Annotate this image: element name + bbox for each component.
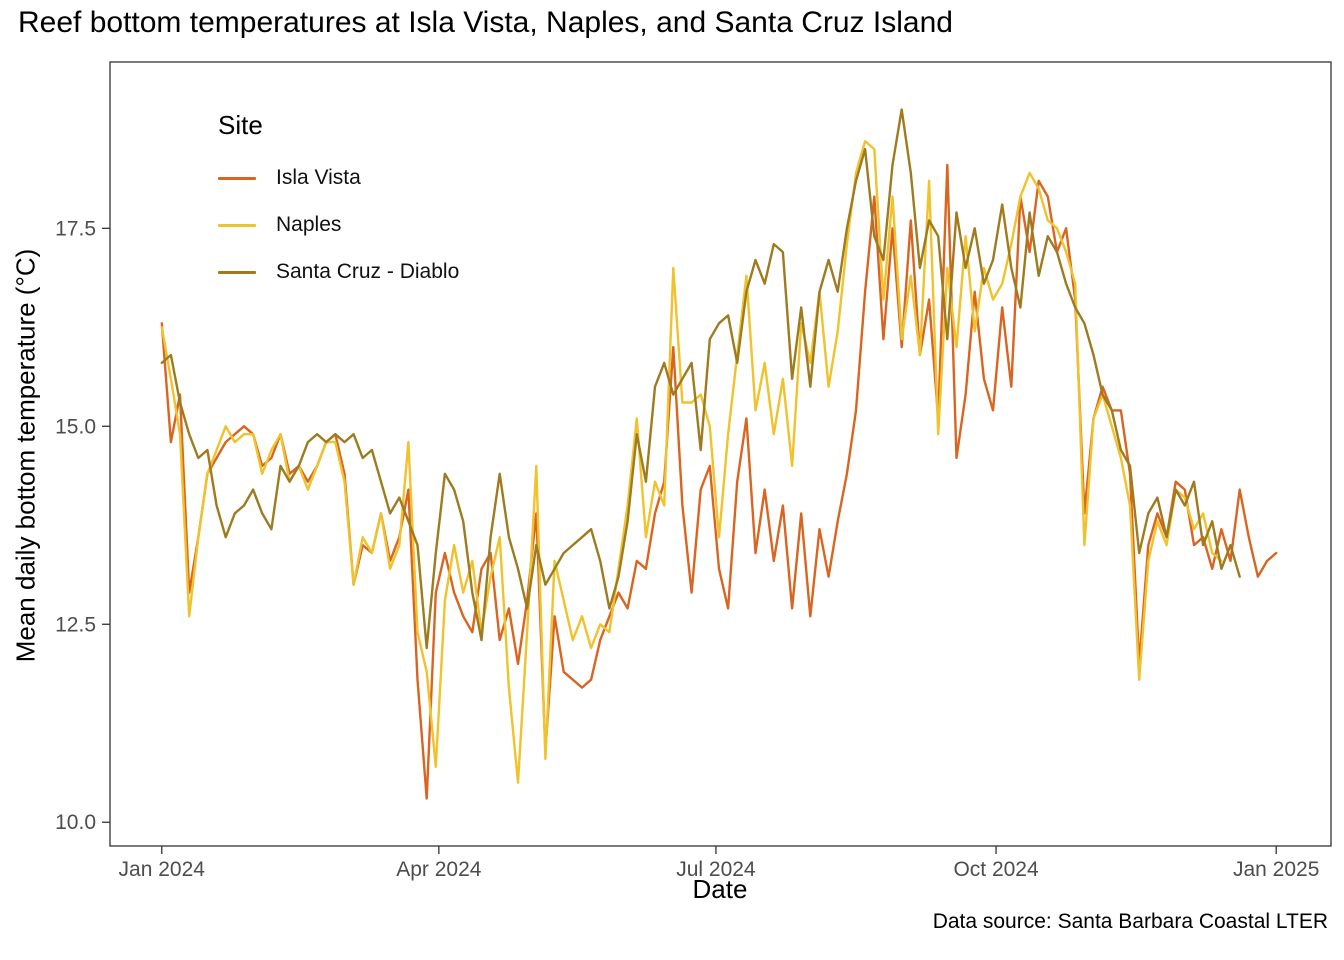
x-tick-label: Jul 2024 <box>676 858 756 881</box>
x-tick-label: Jan 2024 <box>119 858 206 881</box>
series-line-naples <box>160 139 1223 784</box>
y-tick-label: 12.5 <box>55 613 96 636</box>
legend-key-line-icon <box>218 223 256 227</box>
y-tick-label: 10.0 <box>55 811 96 834</box>
chart-title: Reef bottom temperatures at Isla Vista, … <box>18 6 953 39</box>
x-tick-label: Jan 2025 <box>1233 858 1319 881</box>
legend-item-label: Santa Cruz - Diablo <box>276 260 460 283</box>
panel-border <box>109 61 1332 847</box>
x-tick-label: Oct 2024 <box>953 858 1039 881</box>
y-tick-label: 15.0 <box>55 415 96 438</box>
legend-key-line-icon <box>218 270 256 274</box>
legend-item-naples: Naples <box>218 210 459 240</box>
legend-item-label: Isla Vista <box>276 166 361 189</box>
x-axis-title: Date <box>692 874 748 904</box>
legend-item-santa-cruz-diablo: Santa Cruz - Diablo <box>218 257 459 287</box>
legend-key-line-icon <box>218 176 256 180</box>
y-tick-label: 17.5 <box>55 217 96 240</box>
series-line-santa-cruz-diablo <box>160 108 1241 650</box>
legend-item-label: Naples <box>276 213 342 236</box>
legend-item-isla-vista: Isla Vista <box>218 163 459 193</box>
y-axis-title: Mean daily bottom temperature (°C) <box>10 248 41 663</box>
legend: Site Isla Vista Naples Santa Cruz - Diab… <box>218 110 459 304</box>
caption: Data source: Santa Barbara Coastal LTER <box>932 910 1328 933</box>
x-tick-label: Apr 2024 <box>396 858 482 881</box>
legend-title: Site <box>218 110 263 140</box>
